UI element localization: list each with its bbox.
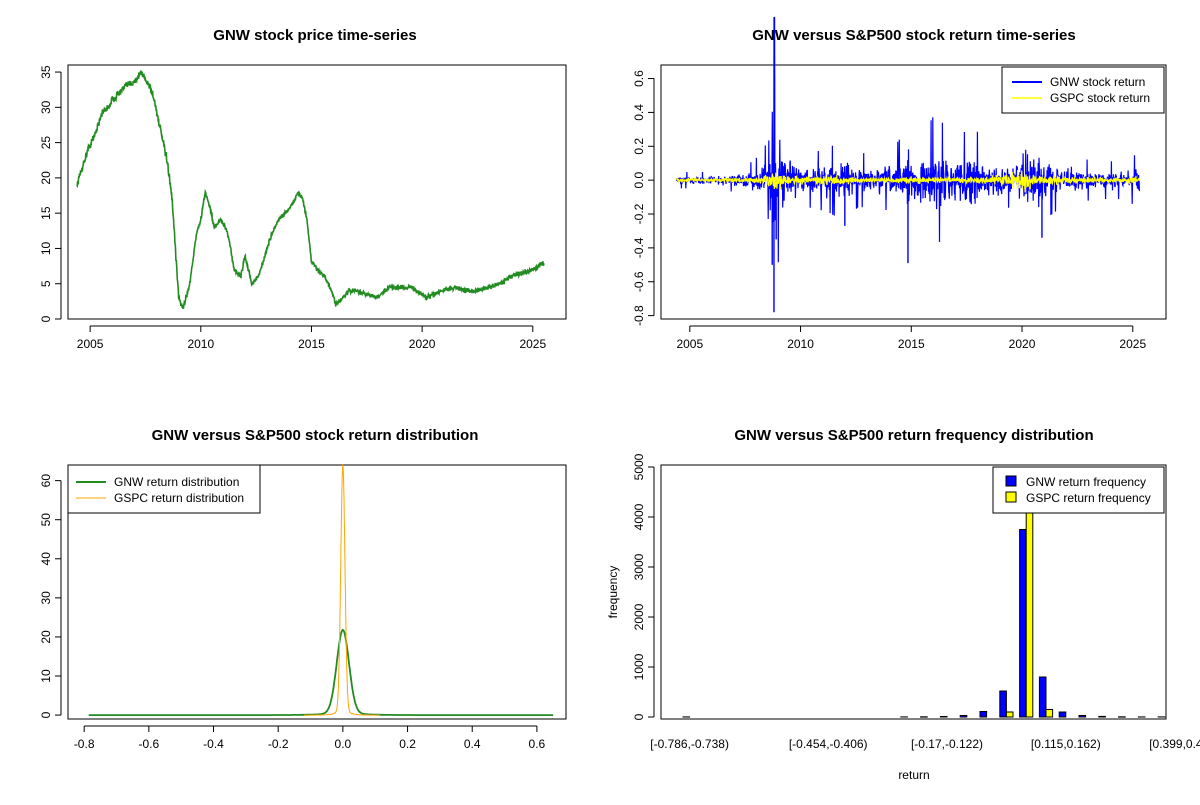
y-tick-label: 10 xyxy=(39,669,53,683)
y-tick-label: 0.4 xyxy=(632,104,646,121)
y-tick-label: 0.0 xyxy=(632,171,646,188)
y-tick-label: 2000 xyxy=(632,603,646,630)
legend-entry-gspc: GSPC return distribution xyxy=(114,491,244,505)
x-tick-label: 2015 xyxy=(298,337,325,351)
x-tick-label: [0.399,0.446) xyxy=(1149,737,1200,751)
x-tick-label: 2005 xyxy=(676,337,703,351)
y-tick-label: 15 xyxy=(39,206,53,220)
chart-title: GNW versus S&P500 stock return time-seri… xyxy=(752,27,1075,44)
gnw-frequency-bar xyxy=(960,716,967,718)
y-tick-label: 35 xyxy=(39,65,53,79)
x-tick-label: 2020 xyxy=(409,337,436,351)
x-tick-label: -0.4 xyxy=(203,737,224,751)
x-tick-label: 2005 xyxy=(77,337,104,351)
y-tick-label: 20 xyxy=(39,630,53,644)
y-tick-label: 1000 xyxy=(632,653,646,680)
return-density-chart: GNW versus S&P500 stock return distribut… xyxy=(39,427,566,751)
gnw-frequency-bar xyxy=(1079,716,1086,718)
legend-entry-gnw: GNW return frequency xyxy=(1026,475,1146,489)
chart-title: GNW versus S&P500 return frequency distr… xyxy=(734,427,1093,444)
y-tick-label: -0.2 xyxy=(632,203,646,224)
y-tick-label: 30 xyxy=(39,100,53,114)
gnw-frequency-bar xyxy=(940,717,947,718)
gnw-frequency-bar xyxy=(1099,716,1106,717)
gnw-frequency-bar xyxy=(980,712,987,718)
x-tick-label: -0.6 xyxy=(139,737,160,751)
price-line xyxy=(77,71,544,309)
y-tick-label: 0 xyxy=(632,713,646,720)
legend-box xyxy=(1002,67,1164,113)
x-tick-label: 2025 xyxy=(1119,337,1146,351)
x-tick-label: 2010 xyxy=(187,337,214,351)
gnw-frequency-bar xyxy=(1000,691,1007,717)
y-tick-label: 25 xyxy=(39,136,53,150)
return-timeseries-chart: GNW versus S&P500 stock return time-seri… xyxy=(632,17,1166,351)
x-tick-label: 2015 xyxy=(898,337,925,351)
x-tick-label: 0.4 xyxy=(464,737,481,751)
y-tick-label: 20 xyxy=(39,171,53,185)
y-tick-label: 3000 xyxy=(632,553,646,580)
y-tick-label: 0.6 xyxy=(632,70,646,87)
gspc-density-line xyxy=(304,465,380,715)
y-tick-label: 40 xyxy=(39,552,53,566)
legend-entry-gspc: GSPC return frequency xyxy=(1026,491,1151,505)
x-tick-label: -0.8 xyxy=(74,737,95,751)
y-tick-label: 0.2 xyxy=(632,138,646,155)
plot-frame xyxy=(68,65,566,319)
y-tick-label: 5 xyxy=(39,280,53,287)
legend-entry-gnw: GNW return distribution xyxy=(114,475,239,489)
legend-swatch-gnw xyxy=(1006,476,1016,486)
y-tick-label: 4000 xyxy=(632,503,646,530)
chart-title: GNW versus S&P500 stock return distribut… xyxy=(152,427,479,444)
gnw-frequency-bar xyxy=(1020,530,1027,718)
return-histogram-chart: GNW versus S&P500 return frequency distr… xyxy=(606,427,1200,782)
y-tick-label: 50 xyxy=(39,513,53,527)
x-tick-label: [0.115,0.162) xyxy=(1031,737,1101,751)
legend-swatch-gspc xyxy=(1006,492,1016,502)
gnw-density-line xyxy=(89,630,553,715)
y-tick-label: 0 xyxy=(39,711,53,718)
x-tick-label: 0.0 xyxy=(335,737,352,751)
y-tick-label: 5000 xyxy=(632,453,646,480)
gnw-frequency-bar xyxy=(1059,712,1066,717)
y-tick-label: -0.6 xyxy=(632,271,646,292)
x-tick-label: [-0.454,-0.406) xyxy=(789,737,868,751)
x-tick-label: 2020 xyxy=(1009,337,1036,351)
x-tick-label: [-0.17,-0.122) xyxy=(911,737,983,751)
y-tick-label: 10 xyxy=(39,241,53,255)
y-tick-label: 60 xyxy=(39,474,53,488)
gnw-frequency-bar xyxy=(1039,677,1046,717)
legend-box xyxy=(68,465,260,513)
gspc-frequency-bar xyxy=(1046,710,1053,718)
chart-title: GNW stock price time-series xyxy=(213,27,416,44)
y-tick-label: -0.8 xyxy=(632,305,646,326)
legend-entry-gnw: GNW stock return xyxy=(1050,75,1145,89)
x-tick-label: 2010 xyxy=(787,337,814,351)
y-axis-label: frequency xyxy=(606,566,620,619)
x-tick-label: 0.2 xyxy=(399,737,416,751)
legend-box xyxy=(993,467,1164,513)
y-tick-label: 30 xyxy=(39,591,53,605)
gspc-frequency-bar xyxy=(1006,712,1013,717)
x-tick-label: 0.6 xyxy=(529,737,546,751)
y-tick-label: 0 xyxy=(39,315,53,322)
x-tick-label: [-0.786,-0.738) xyxy=(650,737,729,751)
y-tick-label: -0.4 xyxy=(632,237,646,258)
legend-entry-gspc: GSPC stock return xyxy=(1050,91,1150,105)
x-tick-label: 2025 xyxy=(519,337,546,351)
x-tick-label: -0.2 xyxy=(268,737,289,751)
x-axis-label: return xyxy=(898,768,929,782)
